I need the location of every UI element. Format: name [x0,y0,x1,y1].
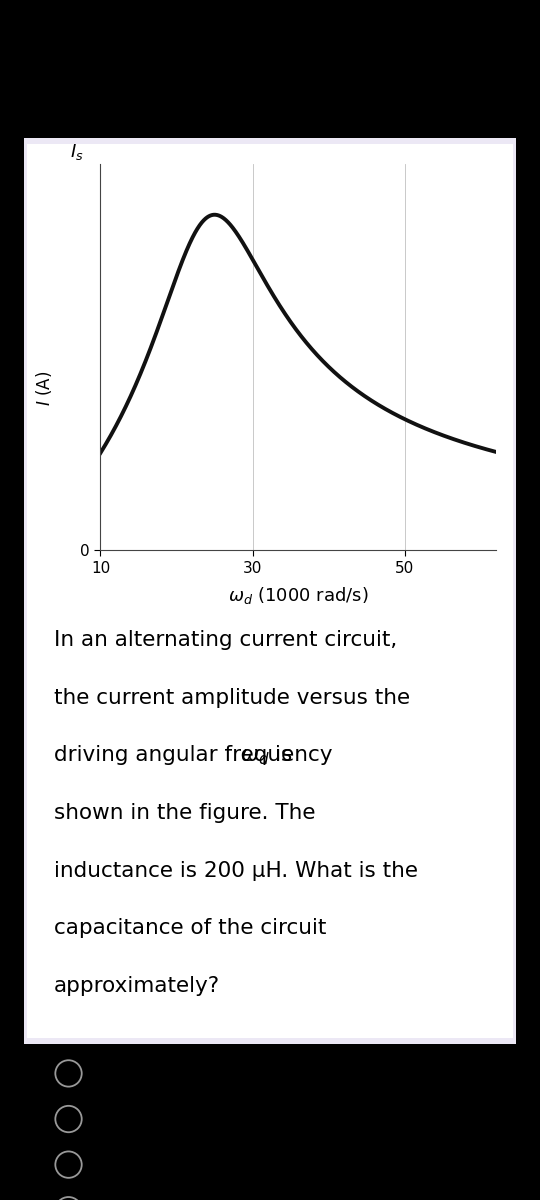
Text: the current amplitude versus the: the current amplitude versus the [54,688,410,708]
Text: inductance is 200 μH. What is the: inductance is 200 μH. What is the [54,860,418,881]
Text: 10 μF: 10 μF [103,1157,145,1172]
Text: 100 μF: 100 μF [103,1066,155,1081]
Text: approximately?: approximately? [54,976,220,996]
Text: $I$ (A): $I$ (A) [34,371,54,406]
Text: shown in the figure. The: shown in the figure. The [54,803,315,823]
Text: $I_s$: $I_s$ [70,142,84,162]
Text: capacitance of the circuit: capacitance of the circuit [54,918,326,938]
Text: 10 F: 10 F [103,1111,136,1127]
Text: In an alternating current circuit,: In an alternating current circuit, [54,630,397,650]
Text: driving angular frequency: driving angular frequency [54,745,339,766]
Text: $\omega_d$ is: $\omega_d$ is [240,744,293,767]
Text: $\omega_d$ (1000 rad/s): $\omega_d$ (1000 rad/s) [228,586,369,606]
